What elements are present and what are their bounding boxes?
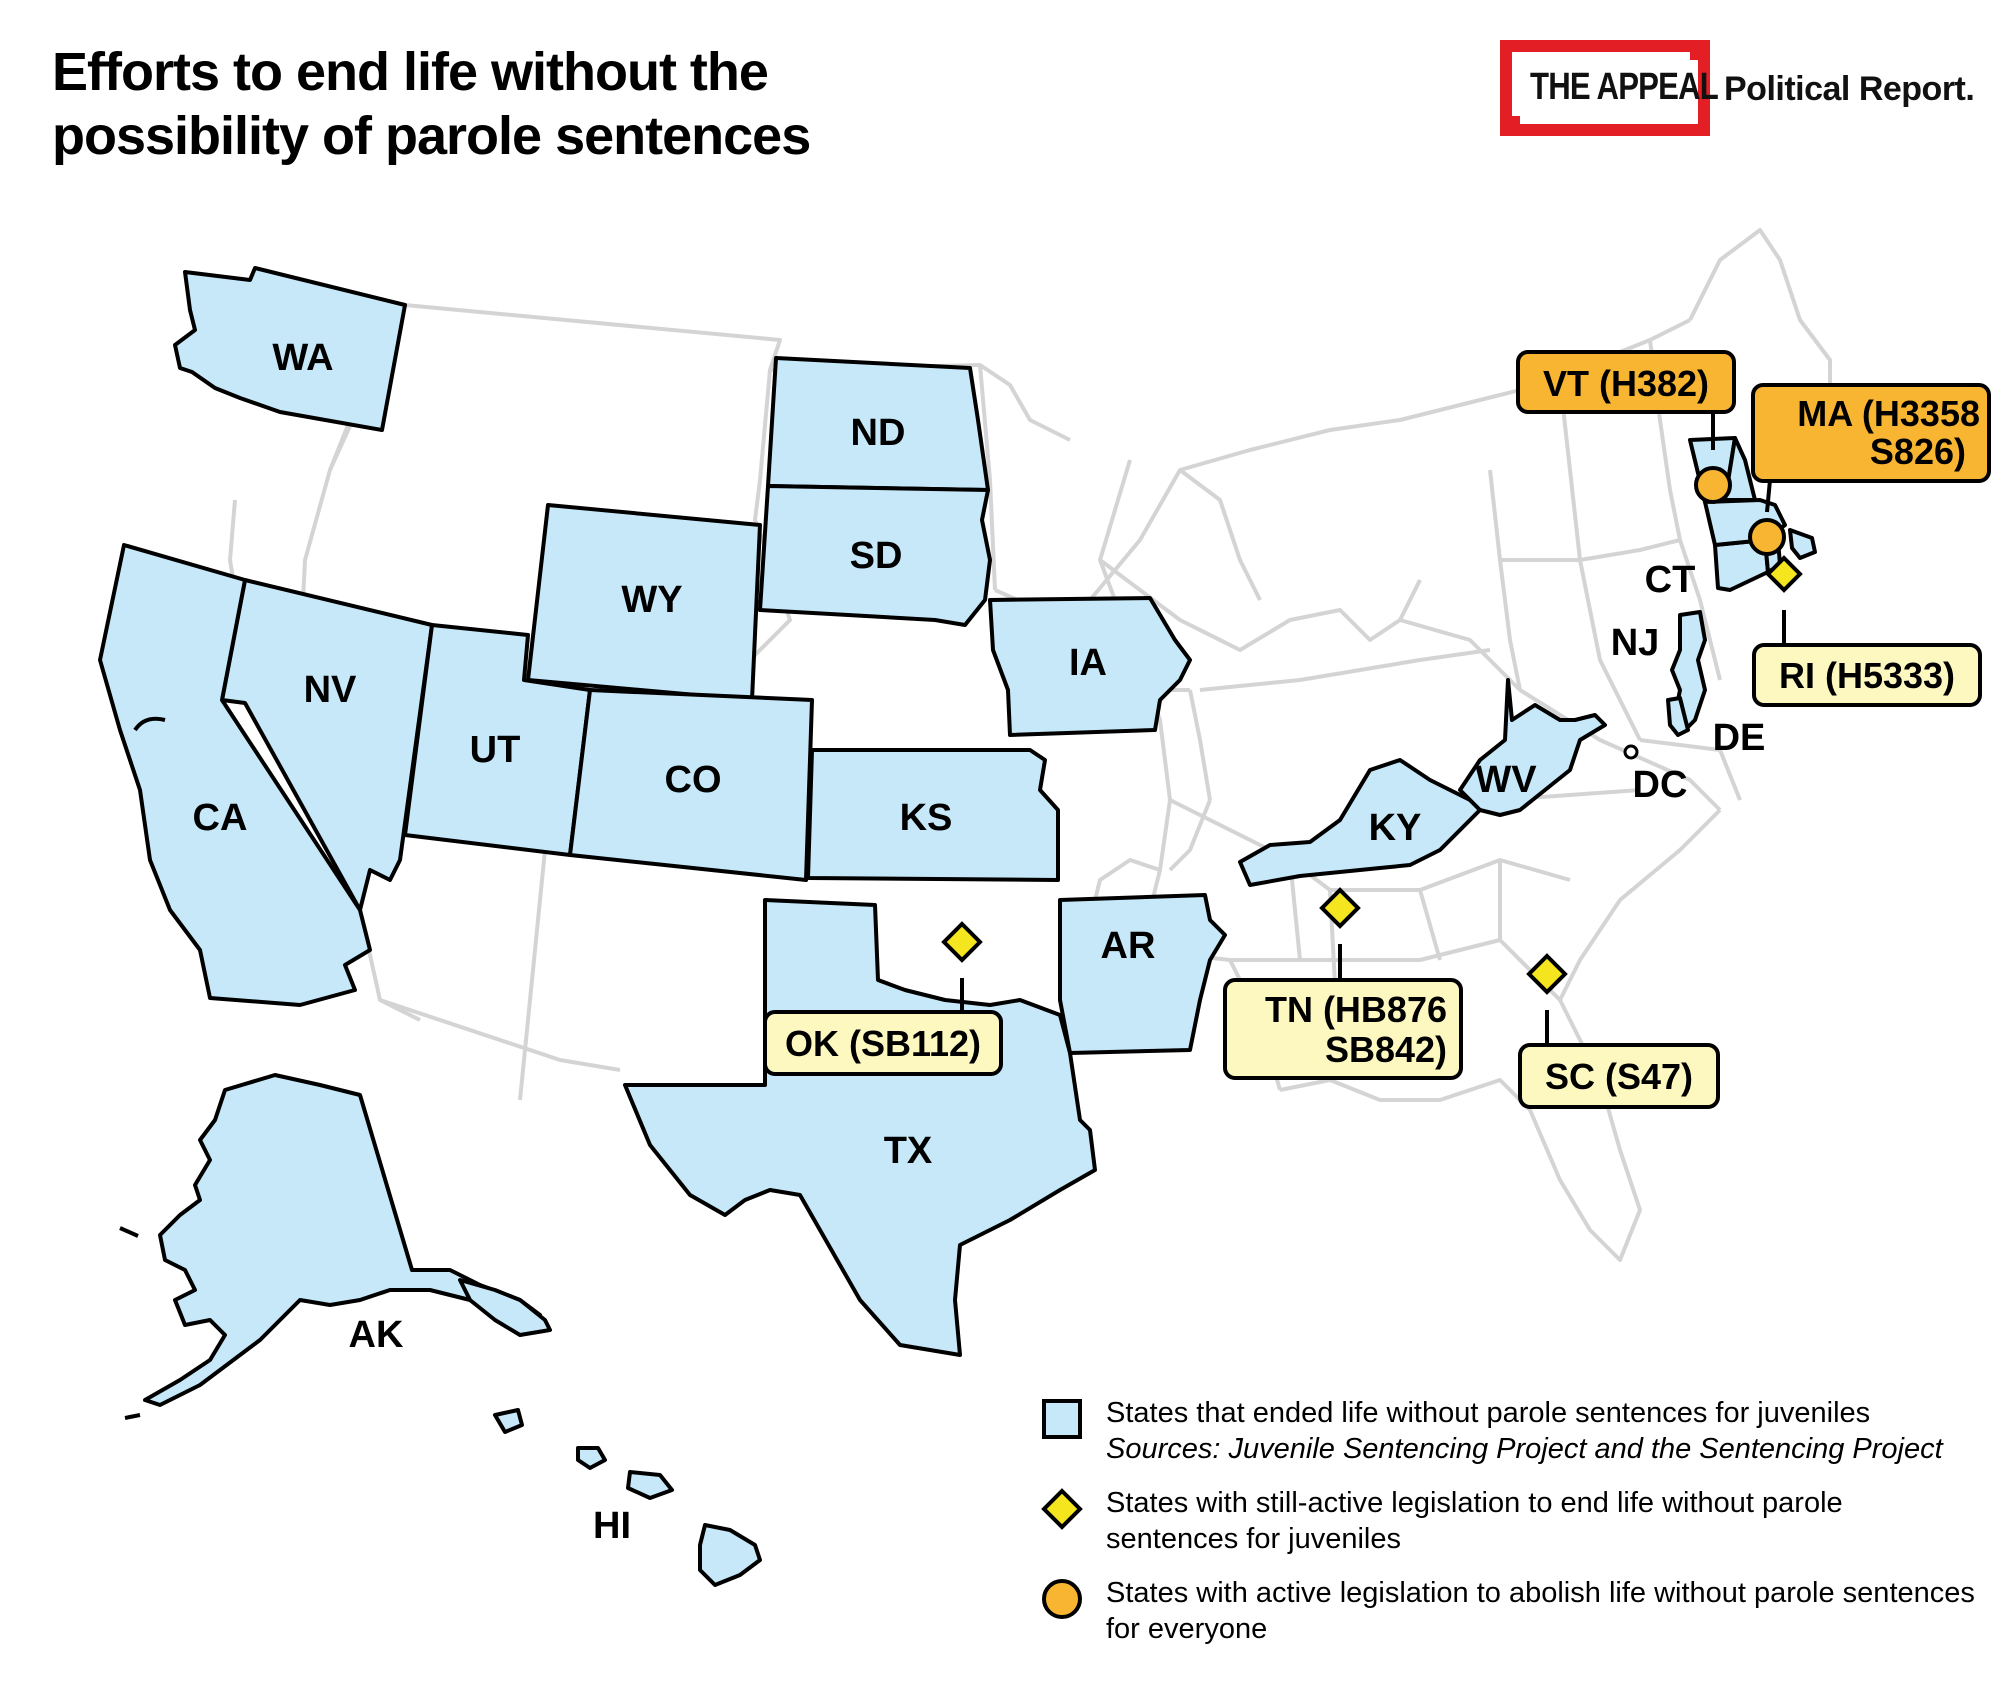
- state-ak-panhandle: [458, 1278, 552, 1337]
- label-dc: DC: [1633, 764, 1688, 806]
- legend-label-juvenile: States with still-active legislation to …: [1106, 1487, 1843, 1555]
- label-ky: KY: [1369, 807, 1422, 849]
- svg-text:S826): S826): [1870, 431, 1966, 472]
- legend-label-everyone: States with active legislation to abolis…: [1106, 1577, 1975, 1645]
- ended-states: [98, 266, 1817, 1587]
- ri-diamond-marker: [1765, 555, 1803, 593]
- label-tx: TX: [884, 1130, 933, 1172]
- coastal-details: [119, 716, 166, 1420]
- legend-row-juvenile: States with still-active legislation to …: [1040, 1485, 1990, 1575]
- state-ia: [988, 596, 1192, 737]
- label-ak: AK: [349, 1314, 404, 1356]
- callout-ri: RI (H5333): [1752, 610, 1982, 707]
- label-ks: KS: [900, 797, 953, 839]
- label-ia: IA: [1069, 642, 1107, 684]
- state-ks: [806, 748, 1060, 882]
- label-ar: AR: [1101, 925, 1156, 967]
- sc-diamond-marker: [1526, 953, 1568, 995]
- label-wy: WY: [621, 579, 682, 621]
- callout-vt: VT (H382): [1516, 350, 1736, 450]
- legend-text-ended: States that ended life without parole se…: [1106, 1395, 1943, 1467]
- svg-text:SB842): SB842): [1325, 1029, 1447, 1070]
- brand-subtitle: Political Report.: [1724, 70, 1975, 108]
- state-ca: [98, 543, 372, 1007]
- label-sd: SD: [850, 535, 903, 577]
- label-wa: WA: [272, 337, 333, 379]
- map-title: Efforts to end life without the possibil…: [52, 40, 952, 168]
- legend: States that ended life without parole se…: [1040, 1395, 1990, 1665]
- callout-tn: TN (HB876 SB842): [1223, 944, 1463, 1080]
- label-ct: CT: [1645, 559, 1696, 601]
- state-wa: [173, 266, 407, 432]
- state-ky: [1238, 758, 1482, 887]
- brand-logo-text: THE APPEAL: [1530, 66, 1719, 108]
- state-wv: [1458, 678, 1607, 817]
- island-hi-2: [576, 1446, 607, 1470]
- state-dc: [1623, 744, 1639, 760]
- svg-text:TN (HB876: TN (HB876: [1265, 989, 1447, 1030]
- legend-row-ended: States that ended life without parole se…: [1040, 1395, 1990, 1485]
- legend-diamond-icon: [1041, 1488, 1083, 1530]
- island-hi-1: [493, 1408, 524, 1434]
- state-nd: [766, 356, 990, 492]
- state-de: [1666, 696, 1690, 737]
- ma-circle-marker: [1748, 518, 1786, 556]
- state-ma-cape: [1788, 528, 1817, 560]
- state-labels: WA ND SD WY NV UT CO KS IA CA AR TX KY W…: [193, 337, 1766, 1547]
- label-hi: HI: [593, 1505, 631, 1547]
- svg-text:VT (H382): VT (H382): [1543, 363, 1709, 404]
- label-ca: CA: [193, 797, 248, 839]
- state-ar: [1058, 893, 1227, 1055]
- tn-diamond-marker: [1319, 887, 1361, 929]
- vt-circle-marker: [1694, 466, 1732, 504]
- legend-row-everyone: States with active legislation to abolis…: [1040, 1575, 1990, 1665]
- svg-text:MA (H3358: MA (H3358: [1797, 393, 1980, 434]
- callout-sc: SC (S47): [1518, 1010, 1720, 1109]
- island-hi-3: [626, 1470, 674, 1500]
- state-co: [568, 688, 814, 882]
- legend-square-icon: [1042, 1399, 1082, 1439]
- legend-sources: Sources: Juvenile Sentencing Project and…: [1106, 1433, 1943, 1465]
- label-nd: ND: [851, 412, 906, 454]
- state-ak: [143, 1073, 542, 1407]
- title-line-1: Efforts to end life without the: [52, 42, 769, 102]
- svg-text:OK (SB112): OK (SB112): [785, 1023, 981, 1064]
- label-co: CO: [665, 759, 722, 801]
- label-nj: NJ: [1611, 622, 1660, 664]
- title-line-2: possibility of parole sentences: [52, 106, 811, 166]
- svg-text:SC (S47): SC (S47): [1545, 1056, 1693, 1097]
- legend-label-ended: States that ended life without parole se…: [1106, 1397, 1871, 1429]
- markers: [941, 466, 1803, 995]
- ok-diamond-marker: [941, 921, 983, 963]
- state-tx: [623, 898, 1097, 1357]
- legend-circle-icon: [1042, 1579, 1082, 1619]
- svg-text:RI (H5333): RI (H5333): [1779, 655, 1955, 696]
- label-wv: WV: [1475, 759, 1537, 801]
- callout-ma: MA (H3358 S826): [1751, 383, 1991, 513]
- state-sd: [758, 484, 992, 627]
- island-hi-4: [698, 1523, 762, 1587]
- callout-ok: OK (SB112): [763, 978, 1003, 1076]
- label-ut: UT: [470, 729, 521, 771]
- label-de: DE: [1713, 717, 1766, 759]
- the-appeal-logo: [1500, 40, 1710, 136]
- label-nv: NV: [304, 669, 357, 711]
